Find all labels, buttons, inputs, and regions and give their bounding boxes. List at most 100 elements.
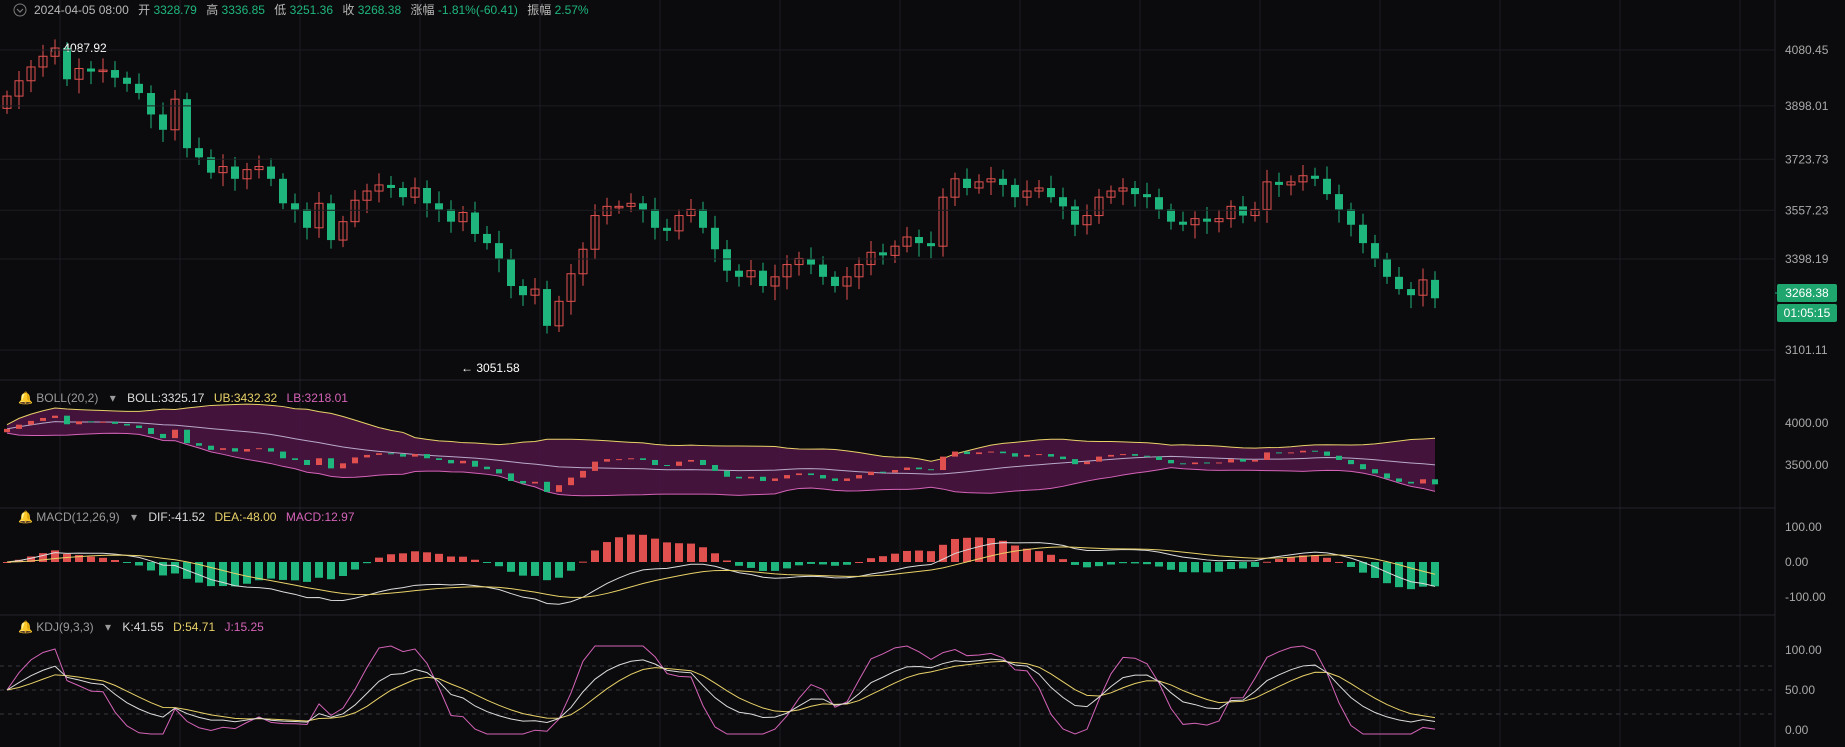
- collapse-icon[interactable]: [13, 3, 27, 17]
- boll-candle-25: [304, 459, 310, 465]
- boll-candle-117: [1408, 481, 1414, 484]
- candle-body-87: [1047, 187, 1055, 198]
- boll-candle-85: [1024, 454, 1030, 457]
- candle-body-54: [651, 209, 659, 228]
- boll-candle-58: [700, 459, 706, 465]
- boll-candle-28: [340, 463, 346, 469]
- candle-body-21: [254, 166, 264, 171]
- candle-body-44: [530, 288, 540, 296]
- candle-body-47: [566, 273, 576, 302]
- candle-body-20: [242, 169, 252, 180]
- price-axis-tick-4: 3398.19: [1785, 252, 1829, 266]
- kdj-dropdown-icon[interactable]: ▾: [105, 620, 111, 634]
- candle-body-88: [1059, 197, 1067, 207]
- macd-histogram-bar-53: [639, 534, 647, 562]
- macd-histogram-bar-52: [627, 534, 635, 562]
- header-line: 2024-04-05 08:00 开 3328.79 高 3336.85 低 3…: [34, 2, 589, 17]
- macd-histogram-bar-104: [1251, 562, 1259, 567]
- kdj-title[interactable]: KDJ(9,3,3): [36, 620, 93, 634]
- macd-title[interactable]: MACD(12,26,9): [36, 510, 119, 524]
- candle-body-93: [1118, 187, 1128, 192]
- candle-body-102: [1226, 205, 1236, 220]
- boll-candle-53: [640, 458, 646, 460]
- boll-candle-49: [592, 461, 598, 471]
- macd-dea-label: DEA:-48.00: [214, 510, 276, 524]
- candle-body-79: [950, 178, 960, 198]
- bell-icon[interactable]: 🔔: [18, 510, 33, 524]
- bell-icon[interactable]: 🔔: [18, 620, 33, 634]
- candle-body-59: [711, 227, 719, 250]
- boll-candle-50: [604, 459, 610, 462]
- boll-dropdown-icon[interactable]: ▾: [110, 391, 116, 405]
- candle-body-97: [1167, 209, 1175, 222]
- candle-body-61: [735, 270, 743, 277]
- candle-body-11: [135, 83, 143, 94]
- min-annotation: ← 3051.58: [461, 361, 520, 375]
- boll-candle-94: [1132, 454, 1138, 456]
- price-axis-tick-1: 3898.01: [1785, 99, 1829, 113]
- candle-body-45: [543, 289, 551, 326]
- boll-candle-65: [784, 475, 790, 479]
- boll-candle-55: [664, 465, 670, 466]
- macd-histogram-bar-86: [1035, 551, 1043, 562]
- header-close-label: 收: [342, 3, 354, 17]
- macd-histogram-bar-65: [783, 562, 791, 569]
- macd-histogram-bar-73: [879, 556, 887, 562]
- macd-histogram-bar-43: [519, 562, 527, 576]
- boll-candle-110: [1324, 451, 1330, 456]
- candle-body-8: [98, 69, 108, 73]
- macd-histogram-bar-27: [327, 562, 335, 580]
- macd-histogram-bar-101: [1215, 562, 1223, 572]
- boll-candle-90: [1084, 461, 1090, 465]
- boll-candle-87: [1048, 454, 1054, 457]
- candle-body-74: [890, 245, 900, 256]
- macd-histogram-bar-46: [555, 562, 563, 578]
- candle-body-67: [807, 258, 815, 265]
- boll-legend-line: 🔔 BOLL(20,2) ▾ BOLL:3325.17 UB:3432.32 L…: [18, 391, 348, 405]
- boll-candle-2: [28, 420, 34, 425]
- macd-histogram-bar-28: [339, 562, 347, 577]
- price-axis-tick-5: 3101.11: [1785, 343, 1828, 357]
- candle-body-94: [1131, 187, 1139, 195]
- boll-lb-label: LB:3218.01: [287, 391, 349, 405]
- boll-candle-22: [268, 448, 274, 452]
- header-amplitude-label: 振幅: [527, 2, 551, 17]
- macd-dropdown-icon[interactable]: ▾: [131, 510, 137, 524]
- boll-candle-51: [616, 459, 622, 461]
- boll-candle-108: [1300, 450, 1306, 453]
- candle-body-118: [1418, 279, 1428, 296]
- candle-body-69: [831, 276, 839, 287]
- macd-histogram-bar-92: [1107, 562, 1115, 565]
- candle-body-58: [699, 209, 707, 228]
- boll-candle-103: [1240, 459, 1246, 462]
- bell-icon[interactable]: 🔔: [18, 391, 33, 405]
- candle-body-53: [639, 203, 647, 210]
- macd-histogram-bar-34: [411, 551, 419, 562]
- kdj-k-line: [6, 658, 1436, 724]
- header-high-label: 高: [206, 2, 218, 17]
- candle-body-81: [974, 181, 984, 189]
- candle-body-105: [1262, 181, 1272, 210]
- macd-histogram-bar-58: [699, 547, 707, 562]
- candle-body-9: [111, 70, 119, 78]
- macd-histogram-bar-106: [1275, 559, 1283, 562]
- macd-histogram-bar-57: [687, 543, 695, 562]
- macd-histogram-bar-18: [219, 562, 227, 587]
- boll-title[interactable]: BOLL(20,2): [36, 391, 98, 405]
- boll-candle-34: [412, 454, 418, 457]
- macd-histogram-bar-113: [1359, 562, 1367, 573]
- candle-body-52: [626, 202, 636, 207]
- candle-body-96: [1155, 197, 1163, 210]
- macd-histogram-bar-87: [1047, 554, 1055, 562]
- candle-body-50: [602, 205, 612, 217]
- kdj-axis-tick-0: 100.00: [1785, 643, 1822, 657]
- macd-histogram-bar-74: [891, 553, 899, 562]
- candle-body-56: [674, 215, 684, 232]
- macd-histogram-bar-19: [231, 562, 239, 587]
- boll-candle-104: [1252, 459, 1258, 462]
- candle-body-18: [218, 166, 228, 174]
- macd-histogram-bar-56: [675, 543, 683, 562]
- vertical-grid: [59, 0, 1741, 747]
- header-amplitude: 2.57%: [555, 3, 589, 17]
- macd-histogram-bar-107: [1287, 557, 1295, 562]
